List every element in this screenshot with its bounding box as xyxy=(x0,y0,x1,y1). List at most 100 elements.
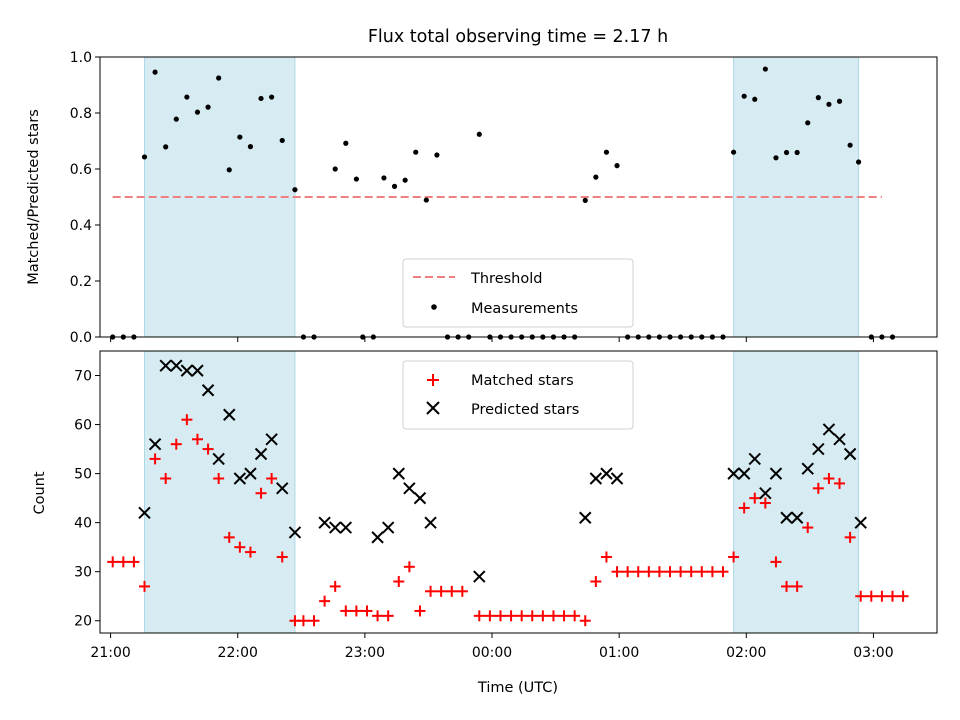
matched-star-point xyxy=(611,566,623,578)
predicted-star-point xyxy=(424,516,437,529)
matched-star-point xyxy=(446,585,458,597)
matched-star-point xyxy=(569,610,581,622)
matched-star-point xyxy=(844,531,856,543)
ratio-panel-frame xyxy=(99,56,938,338)
matched-star-point xyxy=(494,610,506,622)
predicted-legend-label: Predicted stars xyxy=(471,402,579,418)
matched-legend-swatch xyxy=(427,374,439,386)
matched-star-point xyxy=(706,566,718,578)
matched-star-point xyxy=(823,473,835,485)
matched-star-point xyxy=(537,610,549,622)
measurement-point xyxy=(353,176,359,182)
matched-star-point xyxy=(887,590,899,602)
predicted-star-point xyxy=(159,359,172,372)
matched-legend-label: Matched stars xyxy=(471,373,574,389)
measurement-point xyxy=(332,166,338,172)
chart-title: Flux total observing time = 2.17 h xyxy=(368,27,668,47)
predicted-star-point xyxy=(579,511,592,524)
observing-window-shade xyxy=(733,350,860,634)
x-tick-label: 21:00 xyxy=(90,645,130,661)
matched-star-point xyxy=(425,585,437,597)
y-tick-label: 60 xyxy=(74,418,92,434)
matched-star-point xyxy=(579,615,591,627)
matched-star-point xyxy=(456,585,468,597)
matched-star-point xyxy=(728,551,740,563)
matched-star-point xyxy=(622,566,634,578)
x-axis-label: Time (UTC) xyxy=(477,680,558,696)
measurement-point xyxy=(593,174,599,180)
matched-star-point xyxy=(128,556,140,568)
x-tick-label: 00:00 xyxy=(472,645,512,661)
measurement-point xyxy=(163,144,169,150)
matched-star-point xyxy=(382,610,394,622)
measurement-point xyxy=(855,159,862,165)
measurement-point xyxy=(269,94,275,100)
predicted-star-point xyxy=(727,467,740,480)
matched-star-point xyxy=(403,561,415,573)
matched-star-point xyxy=(759,497,771,509)
y-tick-label: 70 xyxy=(74,369,92,385)
measurement-point xyxy=(614,163,620,169)
measurement-point xyxy=(847,142,853,148)
matched-star-point xyxy=(191,433,203,445)
predicted-star-point xyxy=(288,526,302,539)
matched-star-point xyxy=(308,615,320,627)
measurement-point xyxy=(152,69,158,75)
predicted-star-point xyxy=(769,467,783,480)
matched-star-point xyxy=(244,546,256,558)
predicted-star-point xyxy=(381,521,395,534)
matched-star-point xyxy=(643,566,655,578)
matched-star-point xyxy=(590,576,602,588)
matched-star-point xyxy=(107,556,119,568)
predicted-star-point xyxy=(148,437,162,451)
matched-star-point xyxy=(717,566,729,578)
matched-star-point xyxy=(149,453,161,465)
matched-star-point xyxy=(547,610,559,622)
predicted-star-point xyxy=(589,472,603,485)
measurement-point xyxy=(194,109,201,115)
measurement-point xyxy=(381,175,387,181)
matched-star-point xyxy=(738,502,750,514)
predicted-star-point xyxy=(801,462,814,475)
predicted-star-point xyxy=(276,482,289,495)
measurement-point xyxy=(773,155,779,161)
measurement-point xyxy=(413,149,419,155)
matched-star-point xyxy=(812,482,824,494)
matched-star-point xyxy=(516,610,528,622)
matched-star-point xyxy=(685,566,697,578)
y-tick-label: 0.0 xyxy=(70,330,92,346)
matched-star-point xyxy=(340,605,352,617)
measurement-point xyxy=(216,75,222,81)
matched-star-point xyxy=(372,610,384,622)
matched-star-point xyxy=(393,576,405,588)
matched-star-point xyxy=(632,566,644,578)
matched-star-point xyxy=(117,556,129,568)
predicted-star-point xyxy=(737,467,751,480)
predicted-star-point xyxy=(780,511,793,524)
matched-star-point xyxy=(855,590,867,602)
y-tick-label: 0.2 xyxy=(70,274,92,290)
y-tick-label: 50 xyxy=(74,467,92,483)
measurement-point xyxy=(434,152,440,158)
predicted-star-point xyxy=(170,359,183,372)
predicted-star-point xyxy=(201,384,215,397)
measurement-point xyxy=(402,177,408,183)
matched-star-point xyxy=(329,580,341,592)
predicted-star-point xyxy=(392,467,405,480)
predicted-star-point xyxy=(138,506,151,520)
predicted-star-point xyxy=(822,423,836,436)
matched-star-point xyxy=(473,610,485,622)
matched-star-point xyxy=(505,610,517,622)
measurement-point xyxy=(730,149,737,155)
predicted-star-point xyxy=(244,467,257,480)
predicted-star-point xyxy=(318,516,331,529)
measurement-point xyxy=(292,187,298,193)
matched-star-point xyxy=(202,443,214,455)
ratio-legend: Threshold Measurements xyxy=(402,258,634,328)
measurement-point xyxy=(783,149,790,156)
y-tick-label: 20 xyxy=(74,614,92,630)
matched-star-point xyxy=(484,610,496,622)
matched-star-point xyxy=(319,595,331,607)
measurement-point xyxy=(815,95,821,101)
